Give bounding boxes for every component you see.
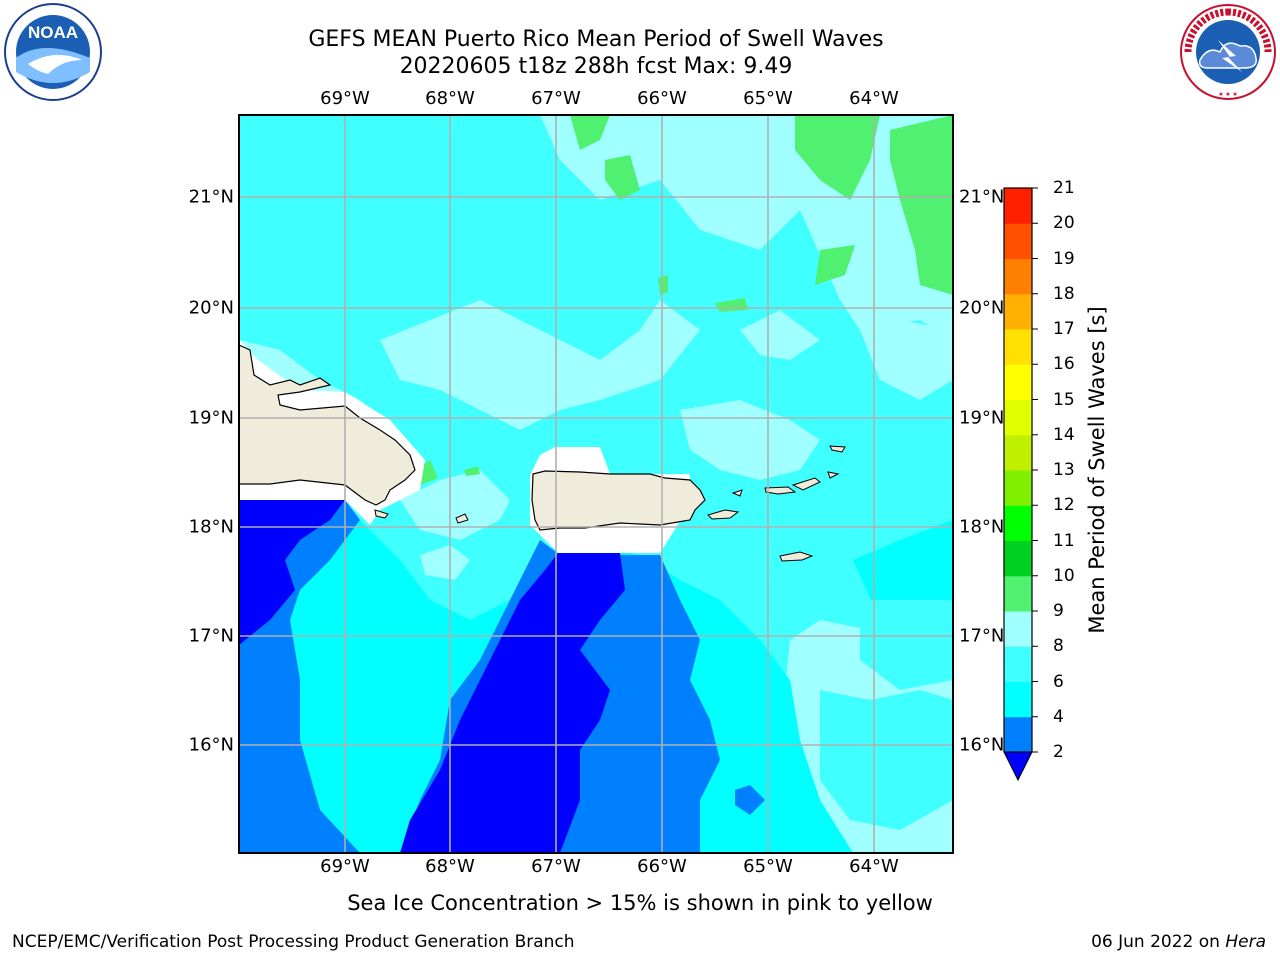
credit-host: Hera — [1225, 932, 1266, 952]
left-lat-label: 16°N — [188, 734, 234, 756]
colorbar — [1003, 187, 1038, 782]
colorbar-tick-label: 19 — [1053, 248, 1075, 269]
bottom-lon-label: 69°W — [320, 856, 370, 877]
colorbar-bin — [1004, 188, 1032, 224]
left-lat-label: 21°N — [188, 186, 234, 208]
puerto-rico-land — [531, 470, 706, 531]
colorbar-tick-label: 17 — [1053, 319, 1075, 339]
right-lat-label: 20°N — [959, 297, 1005, 319]
mona-island — [455, 513, 469, 524]
left-lat-label: 17°N — [188, 625, 234, 647]
colorbar-tick-label: 4 — [1053, 706, 1064, 727]
graticule — [239, 115, 953, 853]
colorbar-bin — [1004, 434, 1032, 471]
noaa-logo-text: NOAA — [28, 23, 78, 42]
noaa-logo: NOAA — [4, 3, 102, 101]
top-lon-label: 67°W — [531, 88, 581, 109]
credit-date: 06 Jun 2022 on — [1091, 932, 1226, 952]
nws-logo: ★ ★ ★ — [1180, 4, 1276, 100]
colorbar-label: Mean Period of Swell Waves [s] — [1085, 306, 1109, 634]
colorbar-bin — [1004, 293, 1032, 330]
top-lon-label: 65°W — [743, 88, 793, 109]
credit-right: 06 Jun 2022 on Hera — [1091, 932, 1266, 952]
bottom-lon-label: 67°W — [531, 856, 581, 877]
map-border — [238, 114, 954, 854]
top-lon-label: 66°W — [637, 88, 687, 109]
colorbar-bin — [1004, 399, 1032, 436]
period-0-2-central — [400, 553, 625, 853]
credit-left: NCEP/EMC/Verification Post Processing Pr… — [12, 932, 575, 952]
period-9-10-patch — [570, 115, 610, 150]
map-subtitle: 20220605 t18z 288h fcst Max: 9.49 — [399, 54, 793, 79]
right-lat-label: 17°N — [959, 625, 1005, 647]
bottom-lon-label: 65°W — [743, 856, 793, 877]
colorbar-tick-label: 8 — [1053, 636, 1064, 657]
colorbar-bin — [1004, 470, 1032, 506]
colorbar-tick-label: 10 — [1053, 565, 1075, 586]
colorbar-extend-triangle — [1003, 751, 1033, 782]
right-lat-label: 21°N — [959, 186, 1005, 208]
colorbar-bin — [1004, 646, 1032, 682]
colorbar-bin — [1004, 540, 1032, 577]
colorbar-bin — [1004, 364, 1032, 400]
period-8-9-central — [380, 300, 700, 430]
map-title: GEFS MEAN Puerto Rico Mean Period of Swe… — [308, 27, 884, 52]
colorbar-tick-label: 12 — [1053, 495, 1075, 516]
footnote: Sea Ice Concentration > 15% is shown in … — [347, 891, 933, 915]
colorbar-tick-label: 21 — [1053, 178, 1075, 198]
colorbar-tick-label: 20 — [1053, 213, 1075, 234]
colorbar-bin — [1004, 505, 1032, 541]
colorbar-bin — [1004, 258, 1032, 295]
colorbar-bin — [1004, 223, 1032, 259]
left-lat-label: 19°N — [188, 407, 234, 429]
left-lat-label: 18°N — [188, 516, 234, 538]
colorbar-tick-label: 11 — [1053, 530, 1075, 551]
bottom-lon-label: 64°W — [849, 856, 899, 877]
colorbar-bin — [1004, 329, 1032, 365]
colorbar-tick-label: 6 — [1053, 671, 1064, 692]
period-8-9-north — [239, 115, 953, 340]
bottom-lon-label: 68°W — [425, 856, 475, 877]
colorbar-bin — [1004, 611, 1032, 647]
colorbar-bin — [1004, 716, 1032, 753]
colorbar-bin — [1004, 681, 1032, 718]
bottom-lon-label: 66°W — [637, 856, 687, 877]
vieques-island — [707, 509, 740, 520]
st-croix-island — [779, 551, 814, 562]
right-lat-label: 18°N — [959, 516, 1005, 538]
period-0-2-west — [239, 500, 345, 645]
colorbar-tick-label: 18 — [1053, 283, 1075, 304]
right-lat-label: 19°N — [959, 407, 1005, 429]
colorbar-bin — [1004, 575, 1032, 612]
colorbar-tick-label: 14 — [1053, 424, 1075, 445]
colorbar-tick-label: 9 — [1053, 601, 1064, 621]
colorbar-tick-label: 15 — [1053, 389, 1075, 410]
left-lat-label: 20°N — [188, 297, 234, 319]
colorbar-tick-label: 2 — [1053, 742, 1064, 762]
colorbar-tick-label: 13 — [1053, 460, 1075, 480]
top-lon-label: 69°W — [320, 88, 370, 109]
top-lon-label: 64°W — [849, 88, 899, 109]
hispaniola-land — [239, 344, 416, 506]
right-lat-label: 16°N — [959, 734, 1005, 756]
colorbar-tick-label: 16 — [1053, 354, 1075, 375]
top-lon-label: 68°W — [425, 88, 475, 109]
svg-text:★ ★ ★: ★ ★ ★ — [1218, 91, 1237, 98]
virgin-islands — [764, 486, 797, 495]
